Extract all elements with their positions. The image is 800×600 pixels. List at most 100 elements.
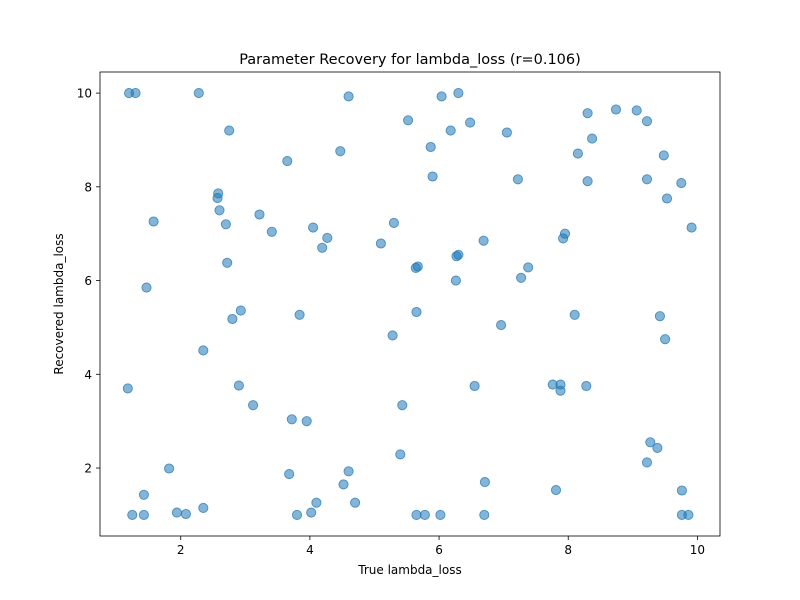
data-point — [266, 226, 277, 237]
data-point — [654, 311, 665, 322]
x-axis-label: True lambda_loss — [357, 563, 461, 577]
x-tick-label: 2 — [177, 543, 185, 557]
data-point — [388, 217, 399, 228]
data-point — [284, 469, 295, 480]
data-point — [227, 313, 238, 325]
data-point — [445, 125, 456, 136]
data-point — [164, 463, 175, 474]
data-point — [350, 497, 361, 508]
plot-frame — [99, 71, 721, 537]
y-axis-label: Recovered lambda_loss — [52, 233, 66, 374]
data-point — [658, 150, 669, 161]
data-point — [375, 238, 386, 249]
data-point — [212, 193, 223, 204]
data-point — [291, 509, 303, 520]
data-point — [282, 156, 293, 167]
data-point — [660, 334, 671, 345]
data-point — [419, 509, 430, 520]
data-point — [645, 437, 656, 448]
x-tick-label: 8 — [564, 543, 572, 557]
data-point — [516, 272, 527, 283]
data-point — [569, 309, 580, 320]
data-point — [479, 509, 490, 520]
data-point — [222, 257, 233, 268]
data-point — [465, 117, 476, 128]
data-point — [587, 133, 598, 144]
data-point — [641, 116, 653, 127]
y-tick-label: 2 — [84, 462, 92, 476]
data-point — [198, 502, 209, 513]
y-tick-label: 10 — [77, 87, 92, 101]
data-point — [676, 485, 687, 496]
data-point — [343, 466, 354, 477]
y-tick-label: 8 — [84, 180, 92, 194]
data-point — [141, 282, 152, 293]
data-point — [427, 171, 438, 182]
data-point — [411, 509, 422, 520]
data-point — [193, 88, 204, 99]
data-point — [338, 479, 349, 490]
data-point — [308, 222, 319, 233]
data-point — [301, 416, 312, 427]
data-point — [453, 88, 464, 99]
data-point — [641, 457, 653, 468]
data-point — [127, 509, 138, 520]
data-point — [248, 400, 259, 411]
data-point — [306, 507, 317, 518]
data-point — [581, 380, 592, 392]
data-point — [496, 320, 507, 331]
data-point — [171, 507, 182, 518]
x-tick-label: 4 — [306, 543, 314, 557]
y-tick-label: 6 — [84, 274, 92, 288]
data-point — [479, 477, 490, 488]
data-point — [224, 125, 235, 136]
data-point — [582, 108, 593, 119]
y-tick-label: 4 — [84, 368, 92, 382]
data-point — [450, 275, 461, 286]
data-point — [411, 306, 422, 318]
data-point — [676, 178, 687, 189]
data-point — [435, 509, 446, 520]
data-point — [425, 141, 436, 153]
y-axis-ticks: 2 4 6 8 10 — [77, 87, 100, 476]
data-point — [148, 216, 159, 227]
data-point — [311, 497, 322, 508]
data-point — [436, 91, 447, 102]
data-point — [138, 509, 149, 520]
data-point — [410, 262, 421, 273]
data-point — [683, 509, 694, 520]
data-point — [451, 251, 462, 262]
data-point — [235, 305, 246, 316]
data-point — [582, 176, 593, 187]
data-point — [572, 148, 583, 159]
data-point — [254, 209, 265, 220]
data-point — [523, 262, 534, 273]
data-point — [322, 232, 333, 243]
data-point — [641, 174, 653, 185]
plot-area — [100, 72, 720, 536]
data-point — [397, 400, 408, 411]
data-points — [122, 88, 697, 520]
data-point — [550, 485, 562, 496]
data-point — [387, 330, 398, 341]
data-point — [214, 205, 225, 216]
data-point — [317, 242, 328, 253]
data-point — [180, 508, 191, 520]
data-point — [403, 115, 414, 126]
data-point — [652, 442, 663, 453]
data-point — [294, 309, 305, 320]
data-point — [130, 88, 141, 99]
data-point — [501, 127, 512, 138]
data-point — [661, 193, 673, 204]
data-point — [555, 385, 566, 396]
data-point — [478, 235, 489, 246]
data-point — [469, 380, 480, 392]
data-point — [686, 222, 697, 233]
data-point — [122, 383, 133, 394]
data-point — [610, 104, 622, 115]
data-point — [512, 174, 523, 185]
data-point — [198, 345, 209, 356]
x-tick-label: 10 — [690, 543, 705, 557]
x-axis-ticks: 2 4 6 8 10 — [177, 536, 705, 557]
